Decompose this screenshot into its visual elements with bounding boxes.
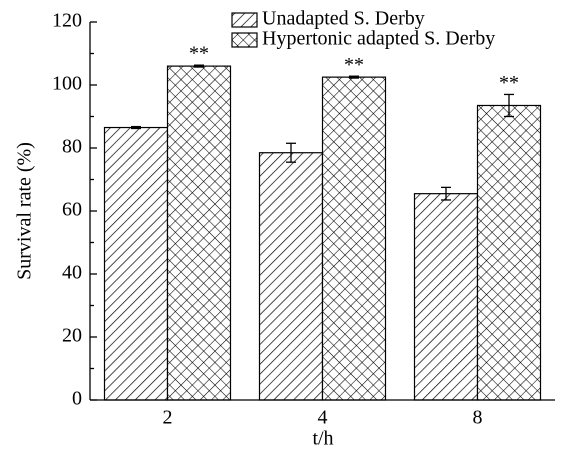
- bar: [258, 152, 324, 401]
- bar: [476, 104, 542, 401]
- y-tick-label: 0: [72, 388, 82, 410]
- y-axis-label: Survival rate (%): [14, 142, 36, 280]
- legend-label: Hypertonic adapted S. Derby: [262, 28, 495, 50]
- significance-label: **: [344, 54, 364, 76]
- legend-label: Unadapted S. Derby: [262, 8, 425, 30]
- y-tick-label: 20: [62, 325, 82, 347]
- x-axis-label: t/h: [312, 428, 333, 450]
- x-tick-label: 4: [318, 407, 328, 429]
- x-tick-label: 2: [163, 407, 173, 429]
- bar: [413, 193, 479, 401]
- bar: [321, 76, 387, 401]
- legend-swatch: [231, 32, 258, 48]
- legend-swatch: [231, 12, 258, 28]
- y-tick-label: 80: [62, 136, 82, 158]
- y-tick-label: 120: [52, 10, 82, 32]
- significance-label: **: [189, 43, 209, 65]
- x-tick-label: 8: [473, 407, 483, 429]
- significance-label: **: [499, 72, 519, 94]
- y-tick-label: 100: [52, 73, 82, 95]
- bar: [103, 126, 169, 401]
- bar: [166, 65, 232, 401]
- y-tick-label: 40: [62, 262, 82, 284]
- y-tick-label: 60: [62, 199, 82, 221]
